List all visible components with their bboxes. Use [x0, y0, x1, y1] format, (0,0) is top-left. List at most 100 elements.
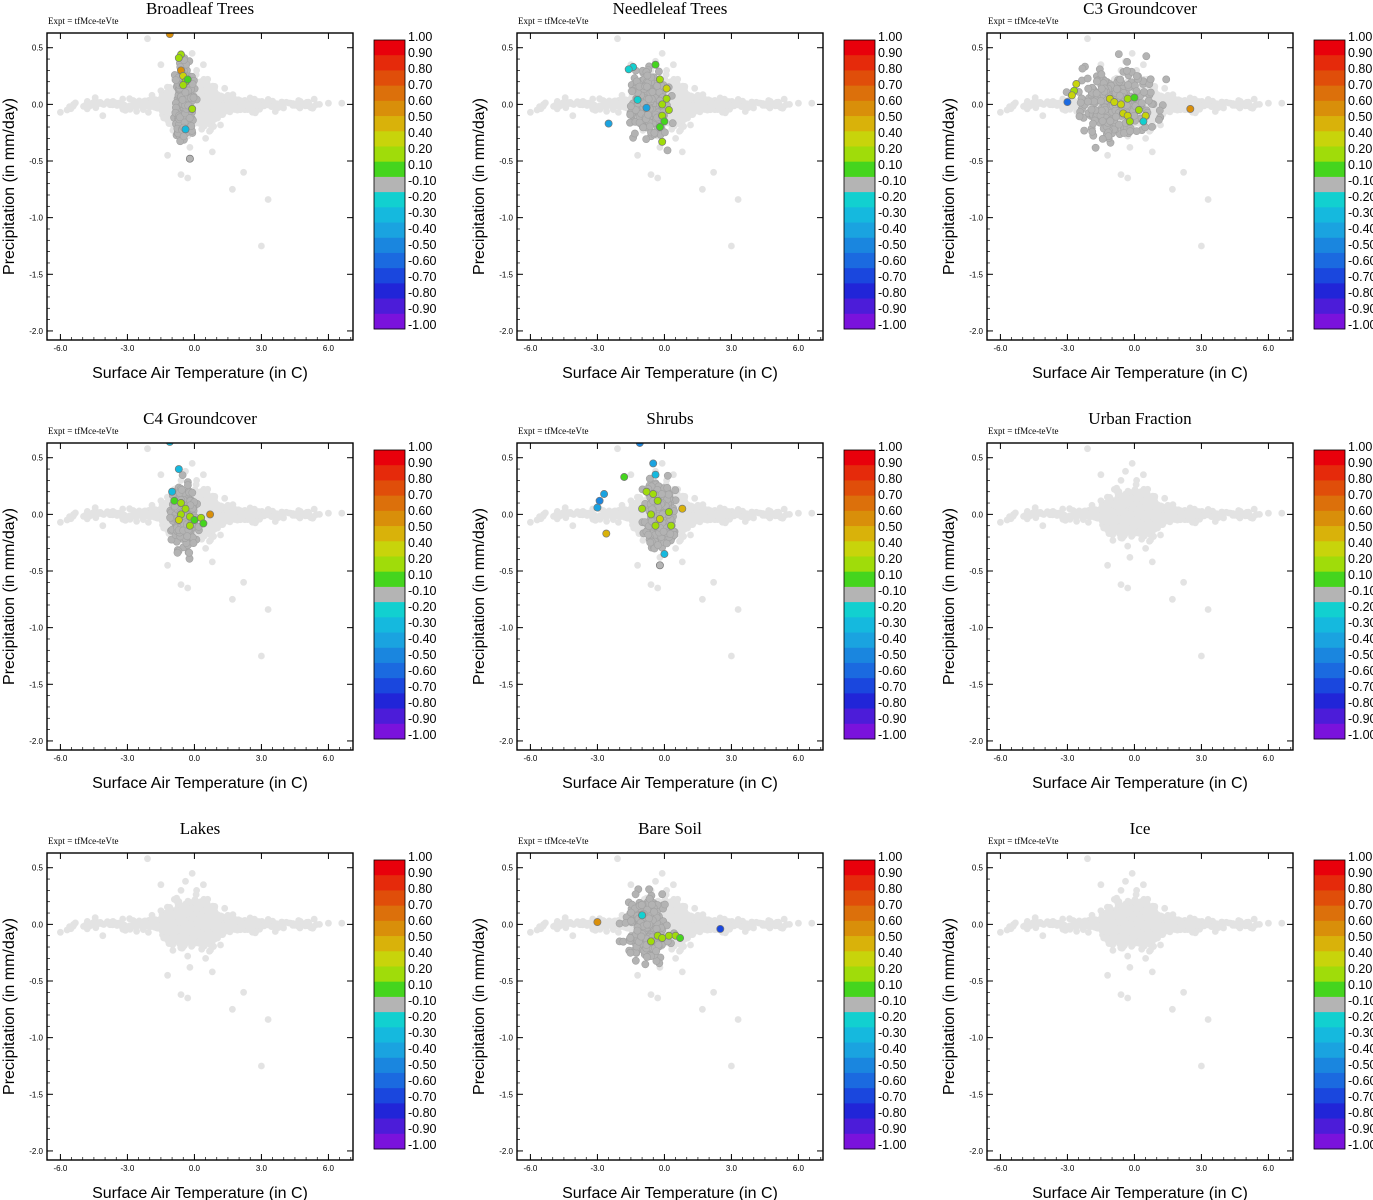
background-point	[780, 103, 788, 110]
colorbar-swatch	[374, 207, 405, 223]
background-point	[1035, 99, 1042, 107]
y-tick-label: 0.5	[32, 44, 44, 53]
neutral-point	[1114, 50, 1123, 58]
colorbar-label: 0.90	[878, 46, 902, 60]
background-point	[63, 106, 71, 114]
background-point	[685, 95, 693, 103]
background-point	[1250, 103, 1258, 110]
background-point	[177, 171, 185, 179]
data-point	[664, 106, 673, 114]
colorbar-swatch	[844, 146, 875, 163]
neutral-point	[1075, 112, 1084, 121]
background-point	[108, 98, 116, 106]
neutral-point	[644, 95, 653, 103]
colorbar-swatch	[844, 207, 875, 223]
colorbar-swatch	[374, 283, 405, 299]
colorbar-label: 0.50	[878, 110, 902, 124]
background-point	[157, 61, 165, 69]
colorbar-label: -0.20	[878, 190, 907, 204]
data-point	[185, 154, 194, 163]
data-point	[660, 117, 669, 126]
background-point	[240, 168, 248, 176]
x-tick-label: 3.0	[256, 344, 268, 353]
neutral-point	[171, 76, 180, 84]
neutral-point	[630, 129, 639, 138]
background-point	[164, 151, 172, 159]
background-point	[741, 102, 749, 109]
background-point	[1161, 84, 1169, 92]
background-points	[997, 35, 1286, 250]
colorbar: 1.000.900.800.700.600.500.400.200.10-0.1…	[843, 30, 907, 332]
background-point	[694, 91, 702, 99]
neutral-point	[1148, 123, 1156, 131]
data-point	[662, 94, 671, 103]
background-point	[1198, 242, 1205, 250]
plot-frame	[46, 32, 354, 341]
background-point	[197, 78, 205, 86]
neutral-point	[654, 67, 663, 76]
colorbar-label: -0.20	[408, 190, 437, 204]
colorbar-label: -0.80	[408, 286, 437, 300]
plot-frame	[516, 32, 824, 341]
background-point	[206, 89, 214, 97]
neutral-point	[643, 82, 651, 91]
background-point	[1055, 99, 1062, 107]
background-point	[251, 96, 259, 104]
background-point	[199, 121, 207, 129]
background-point	[593, 105, 601, 113]
neutral-point	[185, 114, 194, 122]
background-point	[667, 78, 675, 86]
data-point	[179, 81, 188, 90]
background-point	[236, 103, 244, 110]
colorbar-label: 0.70	[408, 78, 432, 92]
x-tick-label: 0.0	[189, 344, 201, 353]
background-point	[157, 87, 165, 95]
neutral-point	[179, 132, 188, 141]
background-point	[674, 101, 681, 109]
y-tick-label: 0.5	[502, 44, 514, 53]
background-point	[1218, 98, 1225, 106]
colored-points	[165, 33, 197, 163]
colorbar-label: 0.70	[878, 78, 902, 92]
y-tick-label: -2.0	[499, 327, 513, 336]
x-tick-label: 0.0	[659, 344, 671, 353]
background-point	[1128, 50, 1136, 57]
y-tick-label: -1.0	[499, 214, 513, 223]
background-point	[553, 105, 561, 113]
y-tick-label: -2.0	[29, 327, 43, 336]
background-points	[527, 35, 816, 250]
background-point	[165, 120, 173, 127]
background-point	[215, 95, 223, 103]
x-tick-label: -6.0	[54, 344, 68, 353]
plot-area	[57, 33, 346, 250]
background-point	[565, 99, 572, 107]
y-tick-label: 0.0	[32, 100, 44, 109]
background-point	[1155, 95, 1163, 103]
colorbar-label: 0.10	[878, 158, 902, 172]
background-point	[527, 108, 534, 116]
colorbar-label: 0.20	[878, 142, 902, 156]
y-tick-label: 0.0	[502, 100, 514, 109]
colorbar-label: -0.90	[408, 302, 437, 316]
background-point	[1211, 102, 1219, 109]
background-point	[224, 91, 232, 99]
background-point	[681, 112, 688, 120]
background-point	[1148, 148, 1156, 156]
neutral-point	[175, 113, 184, 122]
y-tick-label: -0.5	[29, 157, 43, 166]
background-point	[310, 95, 318, 103]
background-point	[1191, 96, 1199, 104]
colorbar-label: 0.80	[408, 62, 432, 76]
y-ticks: 0.50.0-0.5-1.0-1.5-2.0	[499, 44, 823, 336]
data-point	[658, 137, 667, 146]
colorbar-label: -0.60	[408, 254, 437, 268]
background-point	[193, 67, 201, 74]
background-point	[1191, 109, 1199, 117]
background-point	[1126, 144, 1134, 151]
neutral-point	[1162, 75, 1171, 84]
x-tick-label: 6.0	[793, 344, 805, 353]
colorbar-swatch	[844, 116, 875, 132]
background-point	[618, 91, 626, 99]
colorbar-label: 0.10	[408, 158, 432, 172]
